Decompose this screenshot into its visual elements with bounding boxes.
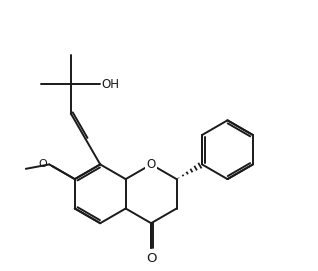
Text: O: O	[147, 158, 156, 171]
Text: O: O	[146, 252, 156, 265]
Text: OH: OH	[102, 78, 120, 91]
Text: O: O	[38, 159, 47, 169]
